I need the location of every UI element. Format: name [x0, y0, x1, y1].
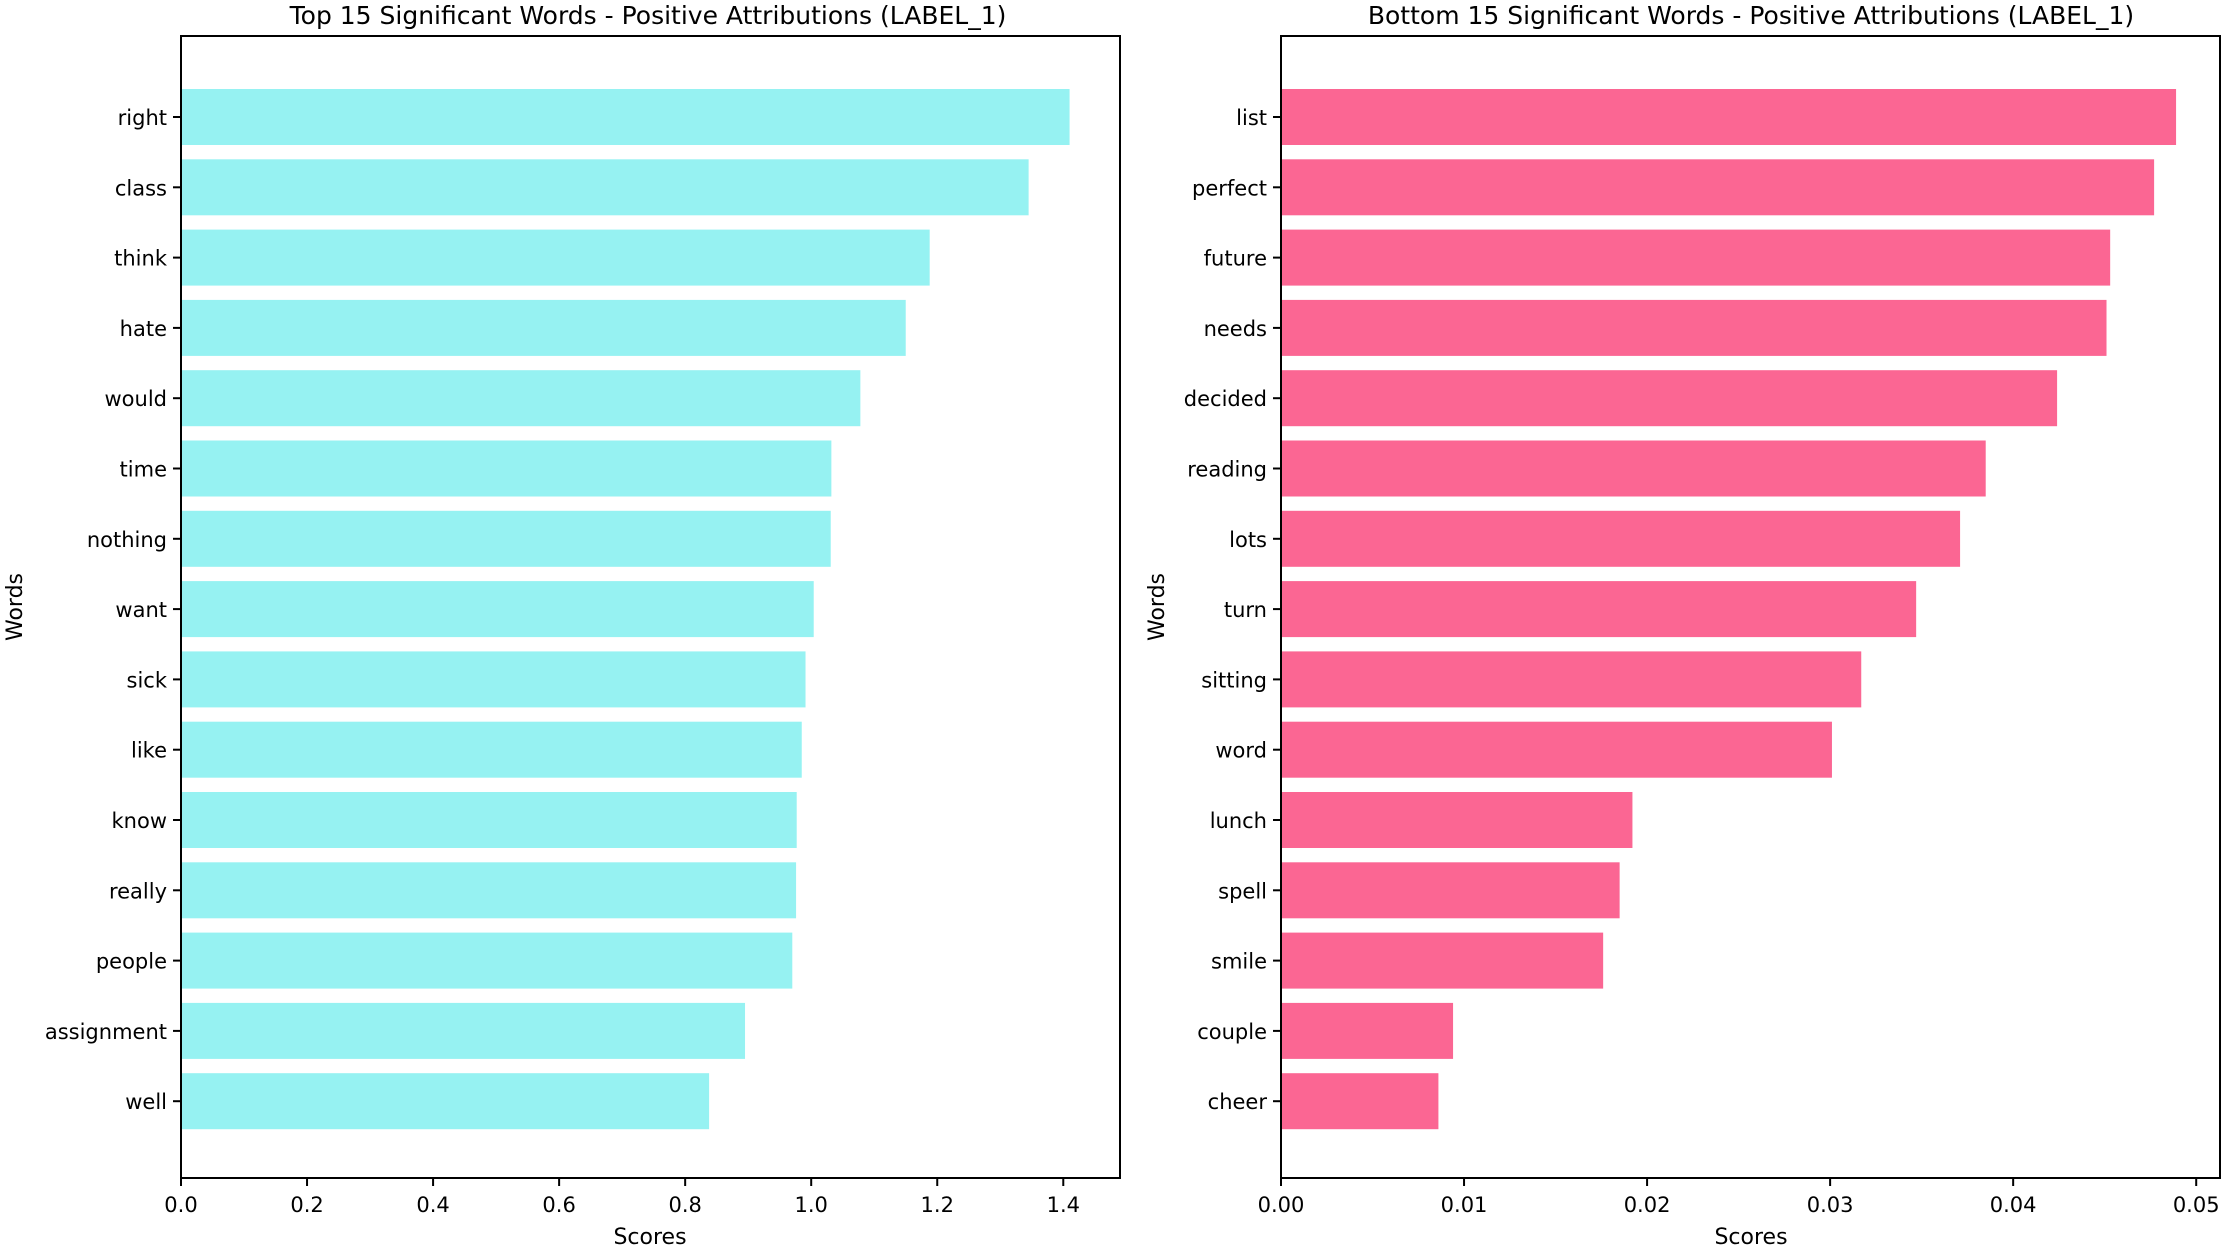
right-chart-bar-future [1281, 229, 2111, 286]
right-chart-x-tick-label: 0.04 [1990, 1193, 2037, 1217]
left-chart-bar-sick [181, 651, 806, 708]
right-chart-bar-couple [1281, 1002, 1454, 1059]
left-chart-bar-like [181, 721, 802, 778]
left-chart-bar-assignment [181, 1002, 746, 1059]
right-chart-y-tick-label-lots: lots [1229, 528, 1267, 552]
left-chart-y-tick-label-would: would [105, 387, 168, 411]
left-chart-y-tick-label-time: time [120, 458, 167, 482]
left-chart-y-tick-label-hate: hate [120, 317, 167, 341]
right-chart-y-tick-label-list: list [1236, 106, 1267, 130]
left-chart-x-tick-label: 0.6 [542, 1193, 575, 1217]
right-chart-bar-list [1281, 89, 2177, 145]
right-chart-y-tick-labels: list perfect future needs decided reading lots… [1184, 106, 1281, 1114]
left-chart-y-tick-label-think: think [114, 247, 168, 271]
left-chart-panel: Top 15 Significant Words - Positive Attr… [3, 1, 1121, 1247]
left-chart-x-tick-label: 0.8 [668, 1193, 701, 1217]
right-chart-x-tick-label: 0.00 [1258, 1193, 1305, 1217]
right-chart-bar-spell [1281, 862, 1620, 919]
left-chart-y-tick-label-assignment: assignment [45, 1020, 167, 1044]
left-chart-bar-know [181, 792, 797, 848]
left-chart-bar-right [181, 89, 1070, 145]
left-chart-y-tick-label-nothing: nothing [87, 528, 167, 552]
right-chart-y-tick-label-needs: needs [1204, 317, 1267, 341]
right-chart-bar-smile [1281, 932, 1604, 989]
right-chart-y-tick-label-lunch: lunch [1210, 809, 1267, 833]
right-chart-bar-perfect [1281, 159, 2155, 216]
left-chart-bar-nothing [181, 510, 831, 567]
left-chart-bar-class [181, 159, 1029, 216]
right-chart-x-tick-label: 0.02 [1624, 1193, 1671, 1217]
left-chart-x-tick-label: 1.4 [1047, 1193, 1080, 1217]
left-chart-title: Top 15 Significant Words - Positive Attr… [289, 1, 1007, 30]
left-chart-x-tick-label: 0.2 [290, 1193, 323, 1217]
left-chart-y-tick-label-really: really [109, 879, 167, 903]
right-chart-y-tick-label-future: future [1204, 247, 1267, 271]
right-chart-y-tick-label-word: word [1215, 739, 1267, 763]
left-chart-y-tick-label-sick: sick [127, 668, 168, 692]
right-chart-y-tick-label-couple: couple [1197, 1020, 1267, 1044]
right-chart-y-tick-label-cheer: cheer [1208, 1090, 1268, 1114]
left-chart-bar-well [181, 1073, 710, 1130]
left-chart-y-tick-label-right: right [118, 106, 167, 130]
left-chart-bar-want [181, 581, 814, 638]
left-chart-plot-frame [180, 35, 1121, 1179]
left-chart-y-tick-label-people: people [96, 950, 167, 974]
left-chart-bar-would [181, 370, 861, 427]
left-chart-x-ticks: 0.0 0.2 0.4 0.6 0.8 1.0 1.2 1.4 [164, 1178, 1080, 1217]
right-chart-x-tick-label: 0.05 [2173, 1193, 2220, 1217]
left-chart-x-axis-label: Scores [613, 1225, 686, 1247]
left-chart-bars [181, 89, 1070, 1130]
left-chart-x-tick-label: 0.4 [416, 1193, 449, 1217]
left-chart-y-axis-label: Words [3, 573, 28, 641]
left-chart-y-tick-label-class: class [115, 176, 167, 200]
right-chart-bar-turn [1281, 581, 1917, 638]
right-chart-y-tick-label-reading: reading [1187, 458, 1267, 482]
right-chart-bars [1281, 89, 2177, 1130]
right-chart-plot-frame [1280, 35, 2221, 1179]
left-chart-bar-think [181, 229, 930, 286]
right-chart-x-tick-label: 0.01 [1441, 1193, 1488, 1217]
right-chart-bar-sitting [1281, 651, 1862, 708]
right-chart-bar-lunch [1281, 792, 1633, 848]
right-chart-y-tick-label-perfect: perfect [1192, 176, 1267, 200]
left-chart-x-tick-label: 1.2 [921, 1193, 954, 1217]
right-chart-bar-cheer [1281, 1073, 1439, 1130]
right-chart-y-tick-label-decided: decided [1184, 387, 1267, 411]
left-chart-x-tick-label: 0.0 [164, 1193, 197, 1217]
left-chart-x-tick-label: 1.0 [794, 1193, 827, 1217]
right-chart-panel: Bottom 15 Significant Words - Positive A… [1145, 1, 2221, 1247]
left-chart-y-tick-label-know: know [112, 809, 168, 833]
right-chart-y-tick-label-spell: spell [1218, 879, 1267, 903]
left-chart-bar-hate [181, 299, 906, 356]
right-chart-x-tick-label: 0.03 [1807, 1193, 1854, 1217]
right-chart-bar-reading [1281, 440, 1986, 497]
left-chart-y-tick-label-well: well [125, 1090, 167, 1114]
right-chart-bar-lots [1281, 510, 1961, 567]
right-chart-x-ticks: 0.00 0.01 0.02 0.03 0.04 0.05 [1258, 1178, 2220, 1217]
left-chart-bar-people [181, 932, 793, 989]
right-chart-y-axis-label: Words [1145, 573, 1170, 641]
right-chart-bar-decided [1281, 370, 2058, 427]
left-chart-y-tick-labels: right class think hate would time nothing want s… [45, 106, 181, 1114]
right-chart-y-tick-label-turn: turn [1224, 598, 1267, 622]
right-chart-bar-word [1281, 721, 1832, 778]
right-chart-x-axis-label: Scores [1714, 1225, 1787, 1247]
left-chart-bar-really [181, 862, 797, 919]
left-chart-y-tick-label-want: want [115, 598, 167, 622]
right-chart-y-tick-label-sitting: sitting [1201, 668, 1267, 692]
left-chart-y-tick-label-like: like [131, 739, 167, 763]
left-chart-bar-time [181, 440, 832, 497]
right-chart-title: Bottom 15 Significant Words - Positive A… [1368, 1, 2134, 30]
right-chart-y-tick-label-smile: smile [1211, 950, 1267, 974]
right-chart-bar-needs [1281, 299, 2107, 356]
